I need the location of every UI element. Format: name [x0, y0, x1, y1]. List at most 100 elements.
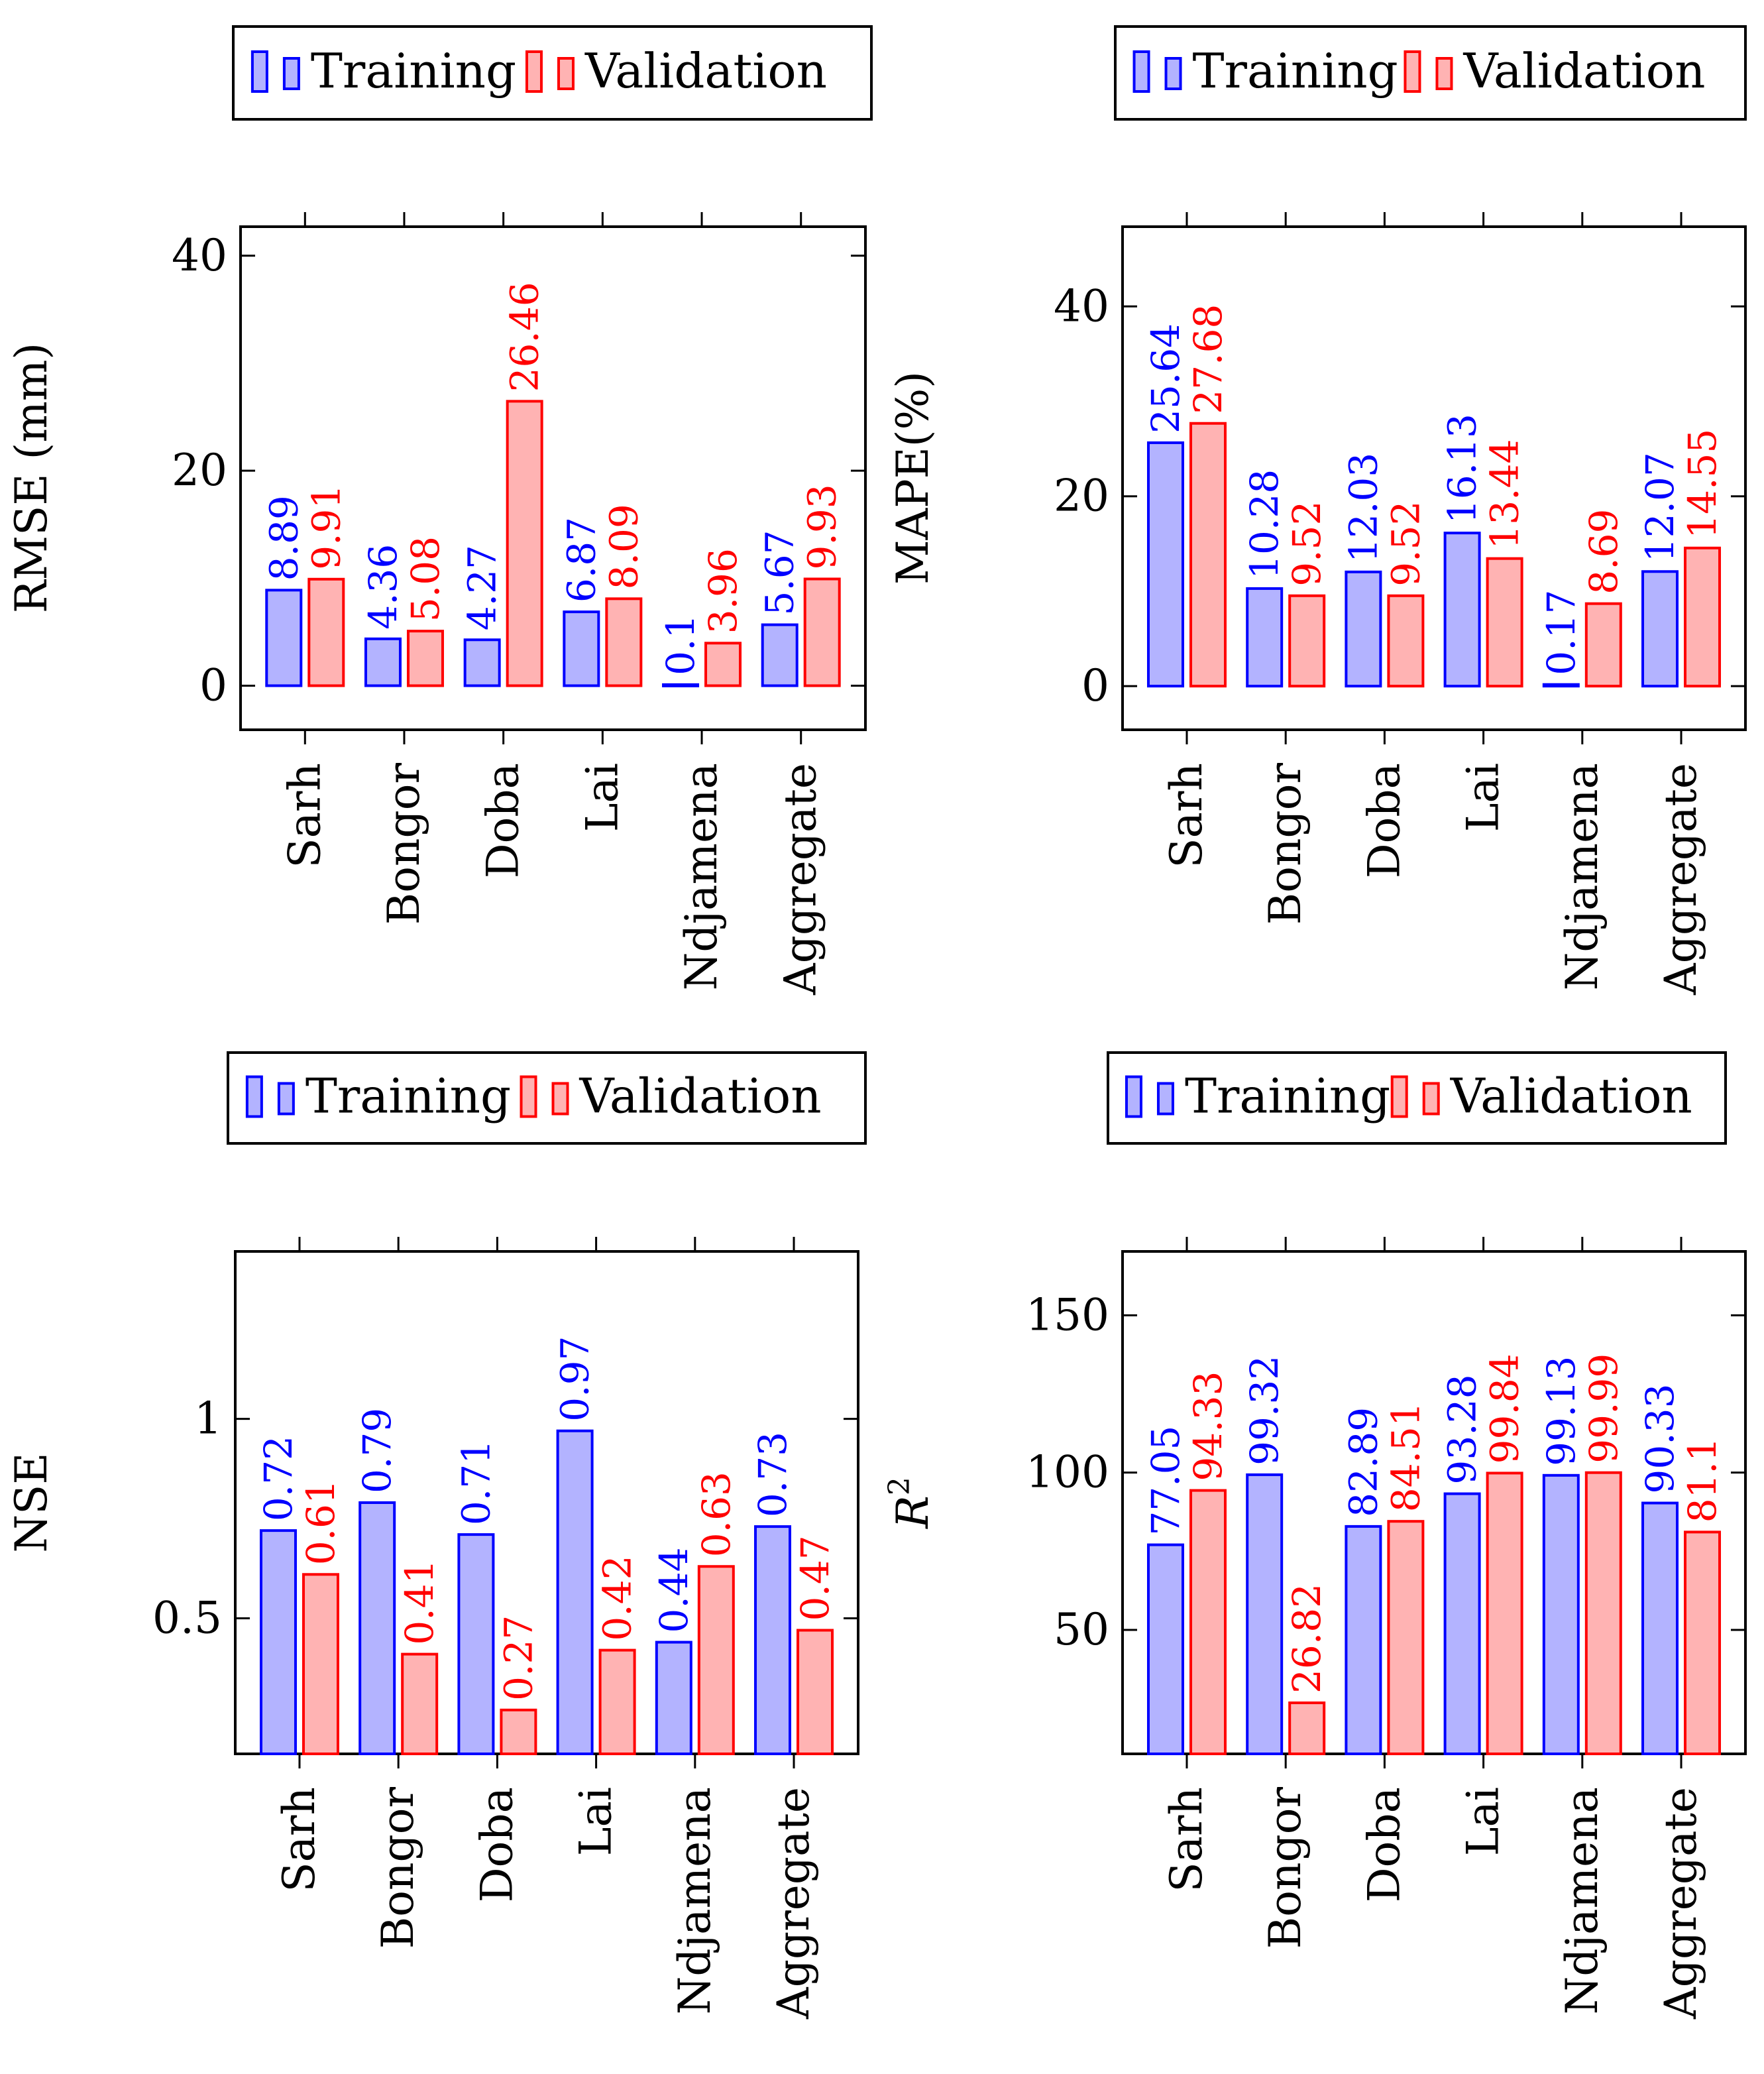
- x-tick-label: Lai: [571, 1787, 622, 1856]
- training-value-label: 93.28: [1440, 1375, 1485, 1485]
- legend-label-training: Training: [1193, 43, 1398, 99]
- validation-bar-sarh: [302, 1573, 339, 1755]
- training-bar-doba: [463, 638, 501, 687]
- x-tick-label: Aggregate: [775, 763, 826, 996]
- legend-swatch-validation-small: [1422, 1082, 1440, 1116]
- validation-bar-lai: [598, 1648, 636, 1756]
- training-value-label: 82.89: [1341, 1407, 1386, 1517]
- legend-swatch-training-small: [1156, 1082, 1174, 1116]
- training-value-label: 99.13: [1539, 1356, 1584, 1466]
- plot-frame: [234, 1250, 859, 1755]
- validation-value-label: 0.42: [595, 1555, 640, 1641]
- training-bar-lai: [563, 610, 600, 687]
- training-value-label: 0.71: [453, 1440, 498, 1525]
- legend-swatch-training-small: [1164, 57, 1182, 90]
- validation-bar-bongor: [406, 630, 444, 687]
- legend-label-validation: Validation: [1450, 1068, 1692, 1124]
- legend-box: [1107, 1051, 1727, 1145]
- validation-value-label: 9.91: [303, 485, 349, 570]
- validation-bar-aggregate: [1684, 1530, 1722, 1756]
- x-tick-label: Doba: [471, 1787, 522, 1902]
- plot-frame: [1121, 225, 1747, 731]
- training-bar-lai: [556, 1429, 594, 1756]
- y-tick-label: 0: [1081, 660, 1109, 711]
- validation-value-label: 0.41: [397, 1559, 442, 1644]
- validation-bar-ndjamena: [697, 1565, 735, 1755]
- training-value-label: 0.44: [651, 1547, 696, 1633]
- validation-value-label: 0.47: [793, 1535, 838, 1621]
- validation-value-label: 94.33: [1185, 1371, 1231, 1481]
- training-bar-bongor: [1246, 587, 1284, 688]
- legend-swatch-validation: [525, 50, 543, 93]
- legend-label-training: Training: [305, 1068, 511, 1124]
- legend-swatch-training-small: [277, 1082, 295, 1116]
- training-bar-aggregate: [1641, 570, 1679, 688]
- training-value-label: 25.64: [1143, 323, 1188, 433]
- training-value-label: 6.87: [559, 517, 604, 603]
- validation-value-label: 27.68: [1185, 304, 1231, 414]
- training-value-label: 0.72: [256, 1436, 301, 1521]
- plot-frame: [239, 225, 867, 731]
- validation-bar-aggregate: [797, 1629, 834, 1756]
- training-bar-sarh: [259, 1529, 297, 1755]
- x-tick-label: Ndjamena: [676, 763, 727, 990]
- legend-swatch-validation-small: [557, 57, 575, 90]
- validation-bar-sarh: [1189, 1489, 1227, 1755]
- y-axis-label: MAPE(%): [887, 371, 938, 585]
- validation-value-label: 0.27: [496, 1615, 541, 1701]
- validation-bar-sarh: [307, 577, 345, 687]
- validation-bar-lai: [605, 597, 643, 687]
- legend-box: [227, 1051, 867, 1145]
- validation-value-label: 3.96: [700, 548, 745, 634]
- training-value-label: 0.73: [750, 1432, 795, 1517]
- validation-bar-doba: [500, 1708, 537, 1756]
- x-tick-label: Sarh: [1161, 763, 1212, 868]
- y-tick-label: 20: [1054, 471, 1109, 522]
- validation-value-label: 5.08: [403, 536, 448, 622]
- validation-value-label: 99.99: [1581, 1354, 1626, 1464]
- validation-bar-doba: [506, 400, 543, 687]
- chart-panel-2: Training Validation 0 20 40 MAPE(%) 25.6427.68…: [887, 25, 1747, 996]
- training-bar-doba: [457, 1533, 495, 1755]
- y-tick-label: 0.5: [152, 1592, 222, 1643]
- training-value-label: 0.17: [1539, 590, 1584, 675]
- x-tick-label: Sarh: [274, 1787, 325, 1892]
- x-tick-label: Ndjamena: [669, 1787, 720, 2014]
- training-bar-lai: [1443, 532, 1481, 688]
- training-bar-ndjamena: [1542, 683, 1580, 688]
- validation-bar-lai: [1486, 1471, 1523, 1756]
- training-bar-ndjamena: [655, 1641, 692, 1756]
- validation-bar-sarh: [1189, 422, 1227, 688]
- validation-value-label: 0.61: [298, 1479, 343, 1565]
- validation-value-label: 8.69: [1581, 509, 1626, 595]
- validation-bar-ndjamena: [704, 642, 742, 687]
- plot-frame: [1121, 1250, 1747, 1755]
- training-bar-lai: [1443, 1492, 1481, 1755]
- y-tick-label: 150: [1026, 1289, 1109, 1340]
- x-tick-label: Doba: [478, 763, 529, 878]
- training-value-label: 0.79: [355, 1408, 400, 1493]
- x-tick-label: Bongor: [1260, 763, 1311, 925]
- chart-panel-1: Training Validation 0 20 40 RMSE (mm) 8.899.91…: [6, 25, 873, 996]
- x-tick-label: Lai: [577, 763, 628, 832]
- training-value-label: 16.13: [1440, 414, 1485, 524]
- validation-value-label: 9.93: [800, 484, 845, 569]
- legend-label-validation: Validation: [1462, 43, 1705, 99]
- training-bar-aggregate: [761, 623, 799, 687]
- y-axis-label: R2: [883, 1477, 938, 1529]
- legend-box: [1114, 25, 1747, 121]
- legend-label-validation: Validation: [584, 43, 827, 99]
- training-bar-sarh: [1146, 1543, 1184, 1756]
- y-tick-label: 100: [1026, 1447, 1109, 1498]
- legend-label-training: Training: [311, 43, 516, 99]
- y-tick-label: 0: [199, 660, 227, 711]
- y-tick-label: 40: [1054, 280, 1109, 331]
- training-value-label: 10.28: [1242, 469, 1287, 579]
- legend-swatch-training: [1132, 50, 1150, 93]
- y-axis-label-superscript: 2: [883, 1477, 916, 1495]
- legend: Training Validation: [227, 1051, 867, 1145]
- x-tick-label: Bongor: [372, 1787, 423, 1949]
- training-value-label: 77.05: [1143, 1426, 1188, 1536]
